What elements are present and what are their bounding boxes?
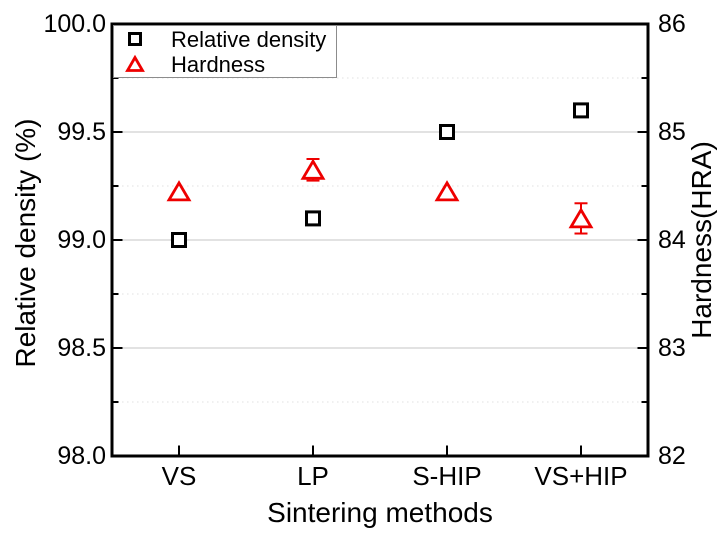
- triangle-icon-shape: [125, 54, 145, 72]
- square-icon-shape: [128, 32, 142, 46]
- plot-frame: [110, 22, 650, 458]
- legend-label-relative-density: Relative density: [171, 26, 327, 52]
- triangle-marker: [166, 180, 192, 202]
- square-marker: [573, 102, 589, 119]
- triangle-marker: [434, 180, 460, 202]
- triangle-marker: [300, 158, 326, 180]
- square-marker: [305, 210, 321, 227]
- legend-label-hardness: Hardness: [171, 51, 266, 77]
- square-marker: [171, 232, 187, 248]
- legend-item-hardness: Hardness: [125, 52, 336, 77]
- square-icon: [128, 32, 142, 46]
- legend-item-relative-density: Relative density: [125, 27, 336, 52]
- legend: Relative density Hardness: [113, 25, 337, 78]
- square-marker: [439, 124, 455, 140]
- triangle-marker: [568, 207, 594, 229]
- triangle-icon: [125, 54, 145, 72]
